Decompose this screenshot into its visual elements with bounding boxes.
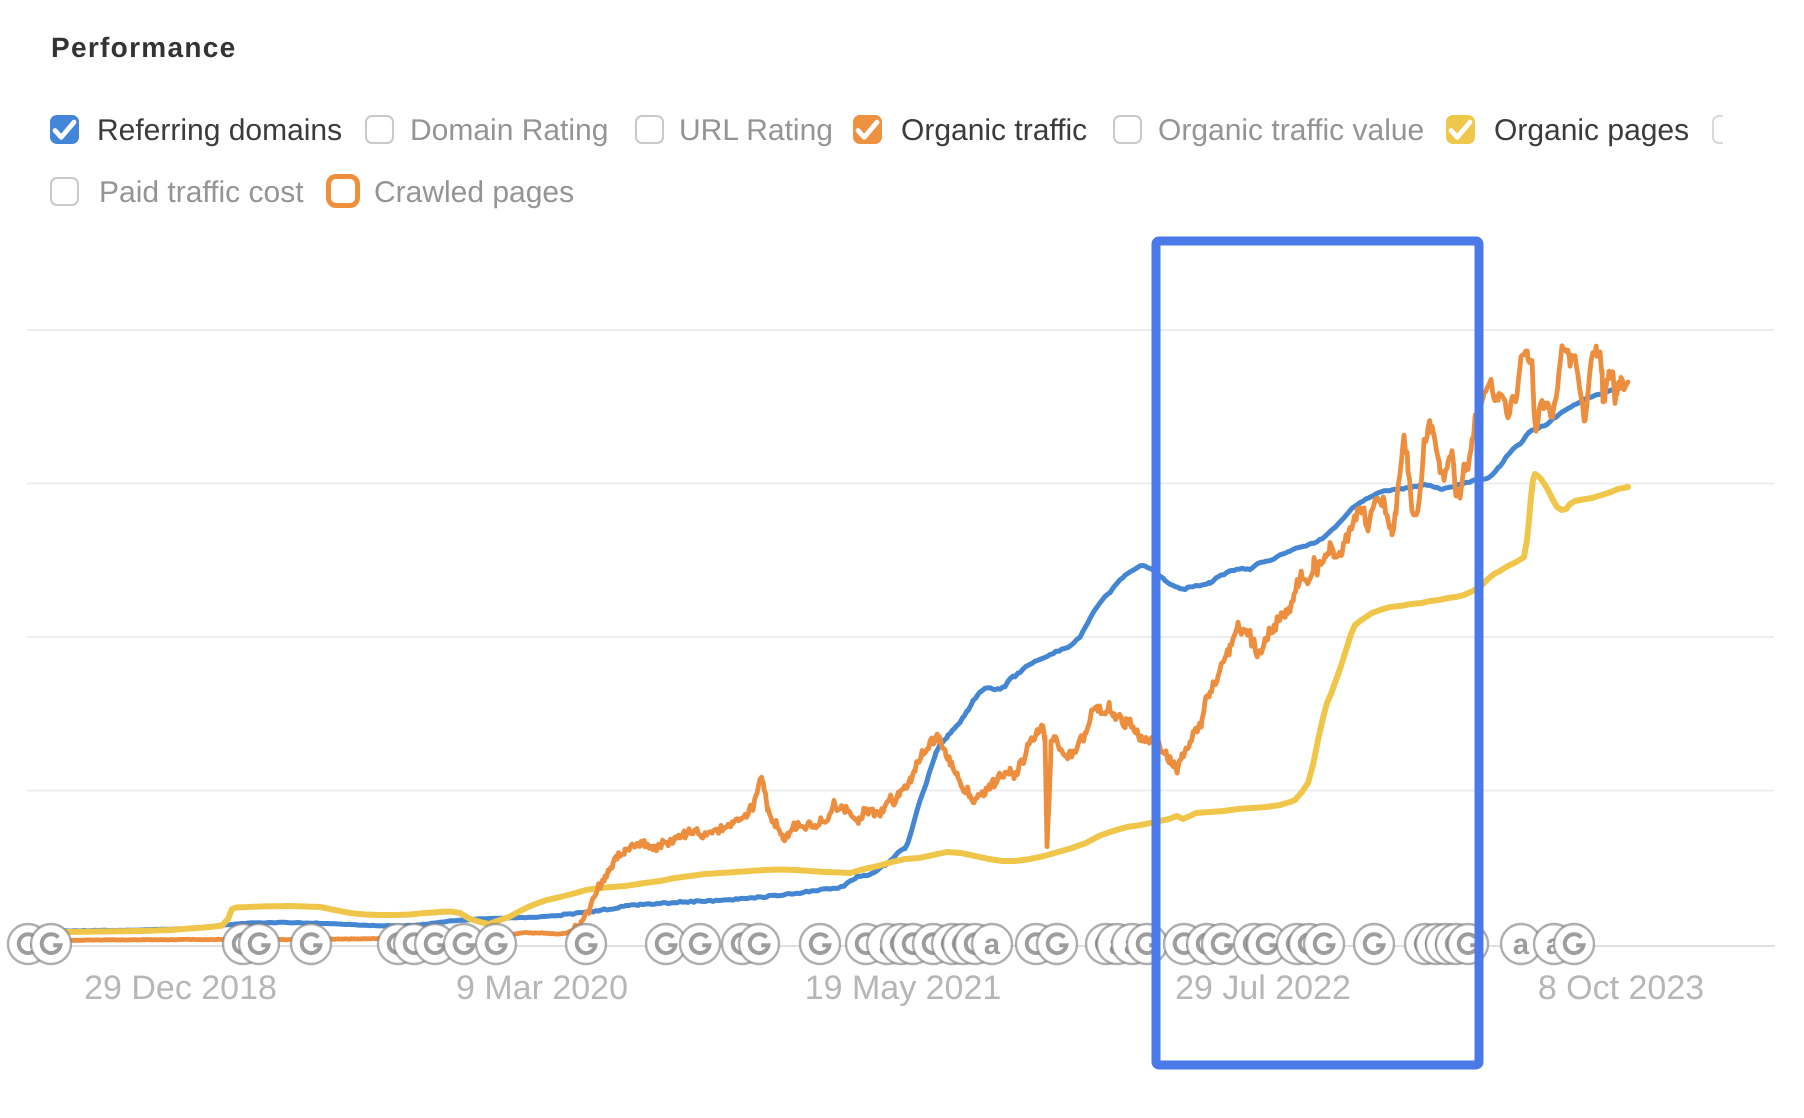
svg-text:a: a (984, 929, 1001, 961)
svg-text:a: a (1513, 929, 1530, 961)
